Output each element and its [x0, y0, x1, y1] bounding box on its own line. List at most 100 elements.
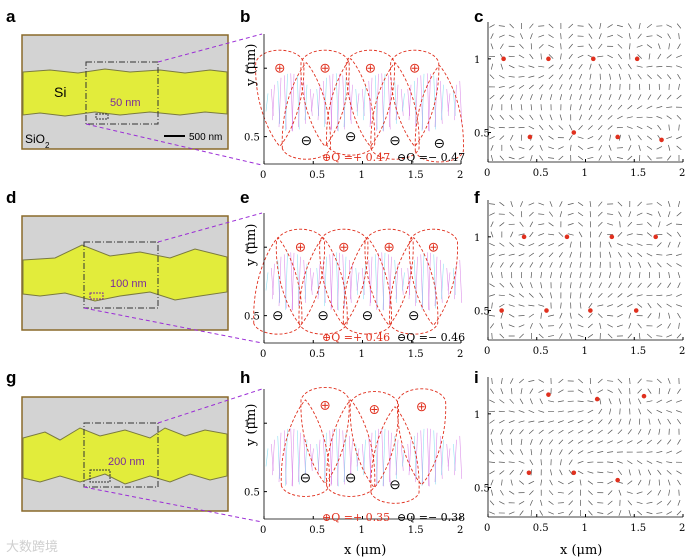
vector-arrow: [598, 155, 602, 161]
vector-arrow: [490, 33, 494, 40]
x-tick-label: 1.5: [630, 346, 646, 357]
vector-arrow: [579, 479, 582, 486]
vector-arrow: [540, 282, 543, 289]
vector-arrow: [648, 53, 651, 60]
vector-arrow: [550, 292, 553, 299]
vector-arrow: [548, 44, 554, 48]
vector-arrow: [577, 410, 584, 413]
vector-arrow: [577, 202, 584, 206]
vector-arrow: [626, 126, 633, 129]
vector-arrow: [489, 126, 495, 129]
vector-arrow: [608, 155, 612, 161]
vector-arrow: [637, 74, 642, 80]
vector-arrow: [560, 302, 562, 309]
vector-arrow: [666, 65, 673, 68]
vector-arrow: [607, 440, 613, 444]
zoom-box: [83, 241, 159, 309]
field-stroke: [402, 272, 405, 291]
vector-arrow: [569, 282, 572, 289]
vector-arrow: [598, 145, 603, 151]
vector-arrow: [646, 135, 653, 140]
vector-arrow: [587, 419, 594, 424]
vector-arrow: [557, 491, 564, 494]
field-stroke: [355, 267, 359, 295]
vector-arrow: [656, 294, 663, 297]
vector-arrow: [499, 399, 505, 404]
vector-arrow: [646, 511, 653, 515]
vector-arrow: [548, 34, 554, 39]
vector-arrow: [569, 333, 573, 339]
field-stroke: [369, 432, 373, 483]
vector-arrow: [549, 201, 553, 207]
vector-arrow: [578, 378, 584, 384]
zoom-line-bottom: [85, 123, 263, 166]
field-stroke: [343, 432, 347, 483]
vector-arrow: [539, 398, 543, 405]
vector-arrow: [519, 282, 524, 289]
vector-arrow: [538, 379, 545, 383]
contour-loop: [281, 62, 331, 160]
vector-arrow: [549, 262, 553, 268]
vector-arrow: [528, 429, 534, 435]
vector-arrow: [597, 389, 604, 393]
vector-arrow: [656, 500, 663, 505]
vector-arrow: [579, 104, 582, 111]
field-stroke: [309, 88, 313, 116]
field-stroke: [415, 256, 418, 307]
vector-arrow: [539, 124, 544, 131]
vector-arrow: [627, 500, 632, 506]
skyrmion-core: [544, 308, 549, 313]
vector-arrow: [529, 459, 534, 465]
vector-arrow: [509, 398, 514, 404]
vector-arrow: [667, 155, 672, 161]
vector-arrow: [510, 201, 513, 207]
vector-arrow: [676, 450, 682, 454]
vector-arrow: [647, 490, 652, 495]
panel-label-g: g: [6, 368, 16, 387]
legend-negative-e: ⊖Q =− 0.46: [397, 331, 465, 344]
vector-arrow: [656, 451, 663, 454]
positive-charge-cross: [418, 403, 425, 410]
vector-arrow: [490, 231, 494, 238]
vector-arrow: [559, 63, 563, 70]
vector-arrow: [646, 125, 653, 130]
vector-arrow: [548, 54, 554, 59]
positive-charge-cross: [411, 65, 418, 72]
vector-arrow: [548, 146, 554, 150]
vector-arrow: [618, 252, 622, 258]
skyrmion-core: [588, 308, 593, 313]
vector-arrow: [549, 94, 553, 101]
vector-arrow: [676, 23, 682, 29]
vector-arrow: [676, 145, 682, 151]
field-stroke: [446, 267, 450, 295]
vector-arrow: [656, 409, 663, 414]
field-stroke: [415, 77, 418, 128]
x-tick-label: 1: [359, 349, 365, 360]
vector-arrow: [568, 23, 574, 29]
vector-arrow: [607, 511, 613, 515]
vector-arrow: [617, 460, 623, 464]
positive-charge-cross: [386, 244, 393, 251]
vector-arrow: [559, 449, 563, 455]
vector-arrow: [646, 35, 653, 37]
vector-arrow: [587, 450, 594, 454]
vector-arrow: [646, 243, 653, 246]
vector-arrow: [668, 43, 670, 50]
field-stroke: [278, 77, 282, 128]
chart-panel-b: 0 0.5 1 1.5 2 1 0.5: [244, 34, 464, 181]
vector-arrow: [529, 262, 534, 268]
field-stroke: [408, 263, 412, 300]
vector-arrow: [530, 104, 533, 111]
vector-arrow: [588, 490, 593, 496]
vector-arrow: [498, 253, 505, 256]
field-stroke: [291, 252, 295, 310]
field-stroke: [395, 84, 399, 121]
vector-arrow: [607, 24, 613, 28]
field-stroke: [428, 252, 431, 310]
vector-arrow: [598, 33, 602, 40]
vector-arrow: [508, 461, 515, 463]
vector-arrow: [559, 323, 563, 329]
vector-arrow: [548, 511, 554, 515]
vector-arrow: [510, 134, 514, 141]
vector-arrow: [520, 33, 524, 40]
